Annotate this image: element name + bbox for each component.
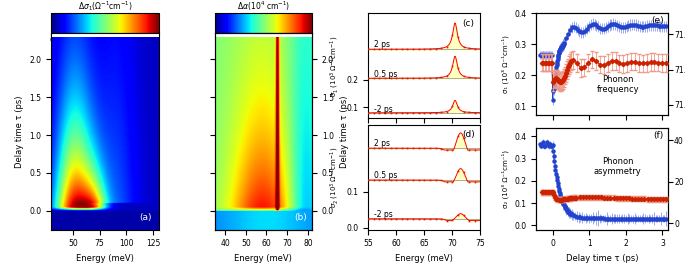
Text: 0.5 ps: 0.5 ps <box>374 171 397 180</box>
Title: $\Delta\alpha(10^4$ cm$^{-1})$: $\Delta\alpha(10^4$ cm$^{-1})$ <box>237 0 290 13</box>
Text: (f): (f) <box>653 131 664 140</box>
Text: (c): (c) <box>462 19 475 28</box>
Text: (e): (e) <box>651 16 664 25</box>
X-axis label: Energy (meV): Energy (meV) <box>395 254 453 263</box>
X-axis label: Energy (meV): Energy (meV) <box>234 254 292 263</box>
Text: -2 ps: -2 ps <box>374 210 393 219</box>
Y-axis label: Delay time τ (ps): Delay time τ (ps) <box>340 95 349 168</box>
Text: Phonon
asymmetry: Phonon asymmetry <box>594 157 642 176</box>
Y-axis label: σ₂ (10³ Ω⁻¹cm⁻¹): σ₂ (10³ Ω⁻¹cm⁻¹) <box>501 150 509 208</box>
Text: (b): (b) <box>294 213 307 222</box>
X-axis label: Energy (meV): Energy (meV) <box>76 254 134 263</box>
Y-axis label: $\sigma_2$ ($10^3\,\Omega^{-1}$cm$^{-1}$): $\sigma_2$ ($10^3\,\Omega^{-1}$cm$^{-1}$… <box>328 147 340 208</box>
Text: 0.5 ps: 0.5 ps <box>374 69 397 78</box>
Y-axis label: Delay time τ (ps): Delay time τ (ps) <box>15 95 24 168</box>
X-axis label: Delay time τ (ps): Delay time τ (ps) <box>566 254 638 263</box>
Text: -2 ps: -2 ps <box>374 105 393 114</box>
Y-axis label: σ₁ (10³ Ω⁻¹cm⁻¹): σ₁ (10³ Ω⁻¹cm⁻¹) <box>501 36 509 93</box>
Text: 2 ps: 2 ps <box>374 40 390 49</box>
Title: $\Delta\sigma_1(\Omega^{-1}$cm$^{-1})$: $\Delta\sigma_1(\Omega^{-1}$cm$^{-1})$ <box>77 0 132 13</box>
Text: 2 ps: 2 ps <box>374 139 390 148</box>
Text: Phonon
frequency: Phonon frequency <box>597 75 639 95</box>
Text: (a): (a) <box>140 213 152 222</box>
Text: (d): (d) <box>462 130 475 139</box>
Y-axis label: $\sigma_1$ ($10^3\,\Omega^{-1}$cm$^{-1}$): $\sigma_1$ ($10^3\,\Omega^{-1}$cm$^{-1}$… <box>329 35 341 96</box>
